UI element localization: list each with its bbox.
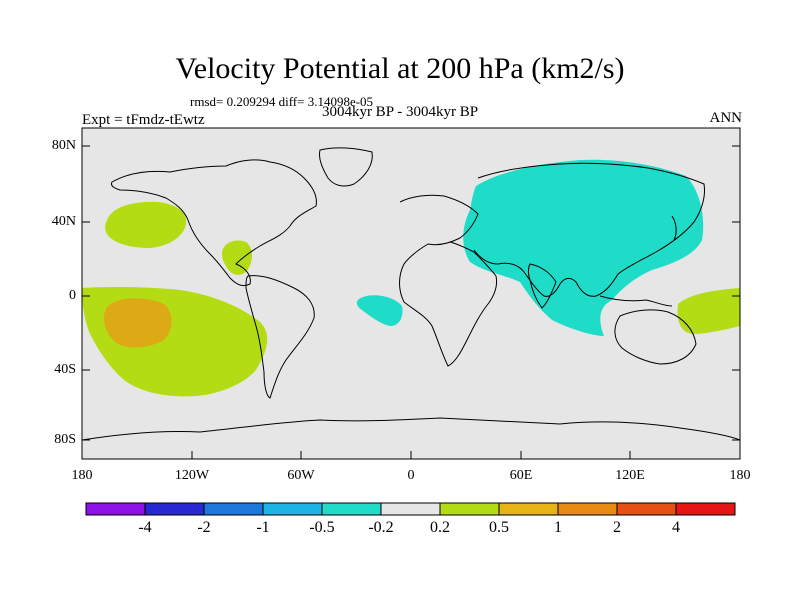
colorbar-swatch xyxy=(321,502,382,516)
green-region-west-pacific xyxy=(677,288,740,334)
colorbar-swatch xyxy=(557,502,618,516)
period-label: 3004kyr BP - 3004kyr BP xyxy=(321,104,479,120)
colorbar-label: -0.2 xyxy=(368,519,394,536)
cyan-region-asia xyxy=(463,159,704,336)
lon-label-120e: 120E xyxy=(615,468,645,483)
stats-text: rmsd= 0.209294 diff= 3.14098e-05 xyxy=(190,94,374,109)
colorbar-swatch xyxy=(144,502,205,516)
colorbar-label: 4 xyxy=(672,519,680,536)
coast-antarctica xyxy=(81,417,741,441)
coast-india xyxy=(528,263,557,309)
colorbar-label: -1 xyxy=(256,519,270,536)
colorbar-label: -2 xyxy=(197,519,211,536)
colorbar-swatch xyxy=(380,502,441,516)
colorbar-label: 0.5 xyxy=(489,519,509,536)
coast-asia xyxy=(473,162,705,297)
colorbar-swatch xyxy=(439,502,500,516)
colorbar-swatch xyxy=(675,502,736,516)
coast-australia xyxy=(614,309,697,365)
lat-label-0: 0 xyxy=(69,288,76,303)
lat-label-40n: 40N xyxy=(51,214,76,229)
lon-label-180w: 180 xyxy=(71,468,93,483)
coast-greenland xyxy=(319,147,373,187)
cyan-region-atlantic xyxy=(356,295,403,326)
colorbar-label: 0.2 xyxy=(430,519,450,536)
colorbar-swatch xyxy=(85,502,146,516)
colorbar-swatch xyxy=(262,502,323,516)
lon-ticks xyxy=(81,451,741,459)
lat-ticks xyxy=(82,145,740,441)
green-region-north-pacific xyxy=(105,201,187,248)
coast-japan xyxy=(671,215,677,241)
experiment-label: Expt = tFmdz-tEwtz xyxy=(82,112,205,128)
colorbar-swatch xyxy=(203,502,264,516)
colorbar-label: 2 xyxy=(613,519,621,536)
colorbar-label: -4 xyxy=(138,519,152,536)
coastlines xyxy=(81,147,741,441)
orange-region-pacific xyxy=(104,298,172,348)
colorbar-label: -0.5 xyxy=(309,519,335,536)
lon-label-0: 0 xyxy=(407,468,415,483)
coast-europe-africa xyxy=(399,194,497,367)
lat-label-40s: 40S xyxy=(54,362,76,377)
lon-label-120w: 120W xyxy=(174,468,210,483)
map-title: Velocity Potential at 200 hPa (km2/s) xyxy=(175,52,625,85)
lat-label-80n: 80N xyxy=(51,138,76,153)
coast-south-america xyxy=(245,275,315,399)
colorbar-swatch xyxy=(616,502,677,516)
lat-label-80s: 80S xyxy=(54,432,76,447)
season-label: ANN xyxy=(709,110,743,126)
lon-label-60e: 60E xyxy=(509,468,533,483)
colorbar-swatch xyxy=(498,502,559,516)
colorbar-label: 1 xyxy=(554,519,562,536)
coast-indonesia xyxy=(599,295,673,307)
green-region-central-america xyxy=(222,240,252,275)
lon-label-60w: 60W xyxy=(287,468,315,483)
lon-label-180e: 180 xyxy=(729,468,751,483)
coast-north-america xyxy=(111,159,317,287)
